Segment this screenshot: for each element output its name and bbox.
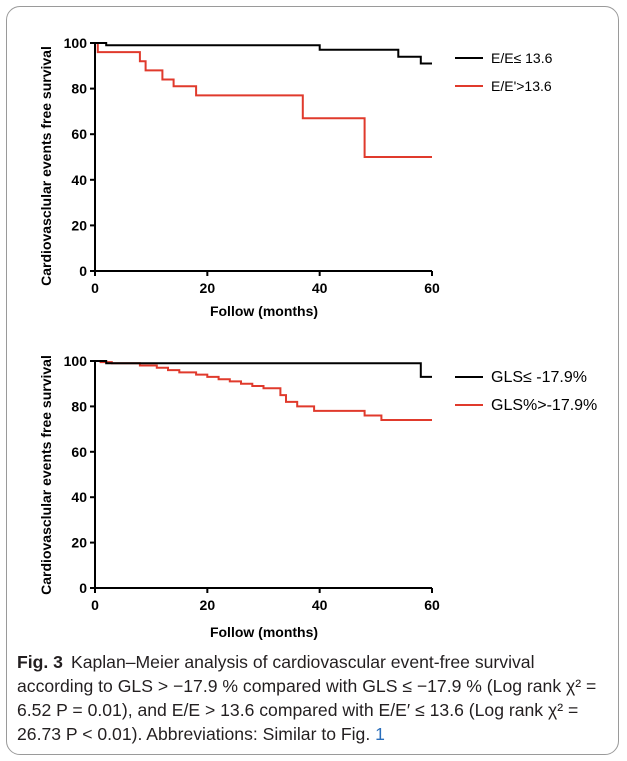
figure-reference-link[interactable]: 1 xyxy=(375,724,385,744)
x-axis-label: Follow (months) xyxy=(210,624,318,640)
legend: GLS≤ -17.9% GLS%>-17.9% xyxy=(455,369,597,414)
figure-caption: Fig. 3 Kaplan–Meier analysis of cardiovas… xyxy=(17,650,613,746)
legend-label: E/E≤ 13.6 xyxy=(491,50,553,66)
y-tick-label: 60 xyxy=(71,444,87,460)
y-tick-label: 0 xyxy=(79,263,87,279)
x-tick-label: 60 xyxy=(424,280,440,296)
x-tick-label: 20 xyxy=(200,597,216,613)
y-tick-label: 100 xyxy=(64,353,88,369)
legend-label: GLS%>-17.9% xyxy=(491,397,597,414)
y-tick-label: 0 xyxy=(79,580,87,596)
figure-frame xyxy=(6,6,619,755)
series-line-black xyxy=(95,42,432,65)
y-tick-label: 40 xyxy=(71,489,87,505)
x-axis-label: Follow (months) xyxy=(210,303,318,319)
chart-panel-top: Cardiovasclular events free survival Fol… xyxy=(38,35,553,319)
series-layer xyxy=(95,360,432,421)
y-tick-label: 100 xyxy=(64,35,88,51)
y-tick-label: 80 xyxy=(71,398,87,414)
kaplan-meier-figure: Cardiovasclular events free survival Fol… xyxy=(38,35,597,640)
y-tick-label: 80 xyxy=(71,81,87,97)
legend-label: GLS≤ -17.9% xyxy=(491,369,587,386)
series-line-black xyxy=(95,360,432,378)
y-axis-label: Cardiovasclular events free survival xyxy=(38,46,54,286)
legend-label: E/E'>13.6 xyxy=(491,78,552,94)
x-tick-label: 20 xyxy=(200,280,216,296)
legend: E/E≤ 13.6 E/E'>13.6 xyxy=(455,50,553,94)
y-tick-label: 20 xyxy=(71,535,87,551)
axes: 0 20 40 60 80 100 0 20 40 60 xyxy=(64,35,440,296)
y-tick-label: 60 xyxy=(71,126,87,142)
y-tick-label: 20 xyxy=(71,217,87,233)
x-tick-label: 0 xyxy=(91,280,99,296)
y-axis-label: Cardiovasclular events free survival xyxy=(38,355,54,595)
x-tick-label: 0 xyxy=(91,597,99,613)
axes: 0 20 40 60 80 100 0 20 40 60 xyxy=(64,353,440,613)
series-layer xyxy=(95,42,432,158)
figure-label: Fig. 3 xyxy=(17,652,63,672)
x-tick-label: 40 xyxy=(312,597,328,613)
x-tick-label: 60 xyxy=(424,597,440,613)
caption-text: Kaplan–Meier analysis of cardiovascular … xyxy=(17,652,597,744)
y-tick-label: 40 xyxy=(71,172,87,188)
x-tick-label: 40 xyxy=(312,280,328,296)
chart-panel-bottom: Cardiovasclular events free survival Fol… xyxy=(38,353,597,640)
series-line-red xyxy=(95,42,432,158)
series-line-red xyxy=(95,360,432,421)
